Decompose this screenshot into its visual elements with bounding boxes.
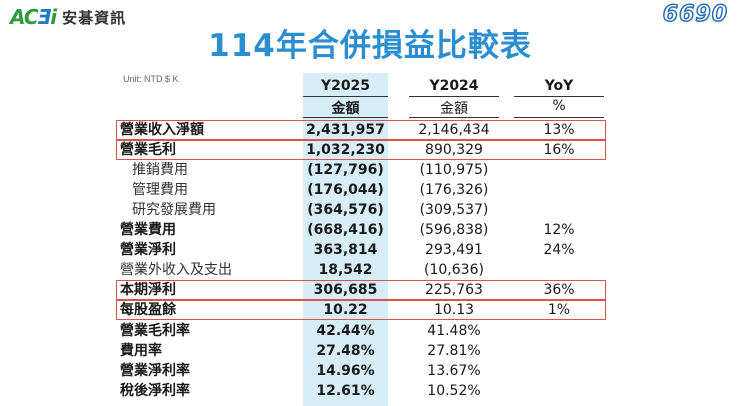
row-value-2025: 2,431,957: [306, 122, 385, 138]
row-value-2025: 1,032,230: [306, 142, 385, 158]
company-name: 安碁資訊: [62, 8, 127, 27]
row-value-2025: (668,416): [307, 222, 384, 238]
row-label: 推銷費用: [132, 162, 188, 178]
header-divider-yoy: [514, 96, 604, 97]
highlight-box-revenue: [116, 120, 606, 140]
unit-label: Unit: NTD $ K: [123, 74, 179, 84]
row-value-2024: 293,491: [425, 242, 483, 258]
row-value-2025: 27.48%: [316, 343, 375, 359]
row-label: 營業淨利: [120, 242, 176, 258]
table-row: 營業淨利率 14.96% 13.67%: [0, 361, 740, 381]
row-value-2024: 2,146,434: [418, 122, 490, 138]
row-value-2025: 306,685: [313, 282, 378, 298]
row-value-2024: (176,326): [419, 182, 489, 198]
page-title: 114年合併損益比較表: [208, 28, 532, 64]
row-value-2024: 41.48%: [427, 323, 481, 339]
row-label: 營業毛利率: [120, 323, 190, 339]
row-value-2024: (10,636): [424, 262, 484, 278]
table-row: 研究發展費用 (364,576) (309,537): [0, 200, 740, 220]
row-yoy: 24%: [543, 242, 575, 258]
subheader-percent: %: [552, 98, 566, 114]
table-row: 營業收入淨額 2,431,957 2,146,434 13%: [0, 120, 740, 140]
row-label: 營業費用: [120, 222, 176, 238]
row-value-2025: 10.22: [323, 302, 368, 318]
table-row: 營業外收入及支出 18,542 (10,636): [0, 260, 740, 280]
row-value-2025: 363,814: [313, 242, 378, 258]
highlight-box-gross-profit: [116, 140, 606, 160]
row-value-2025: 18,542: [318, 262, 373, 278]
subheader-amount-2025: 金額: [331, 101, 360, 117]
row-label: 管理費用: [132, 182, 188, 198]
subheader-divider-y2025: [303, 117, 388, 118]
table-row: 本期淨利 306,685 225,763 36%: [0, 280, 740, 300]
y2025-column-highlight: [303, 73, 388, 406]
stock-code: 6690: [662, 1, 728, 28]
row-value-2025: (176,044): [307, 182, 384, 198]
table-row: 稅後淨利率 12.61% 10.52%: [0, 381, 740, 401]
row-value-2024: 10.52%: [427, 383, 481, 399]
row-label: 每股盈餘: [120, 302, 176, 318]
row-label: 營業收入淨額: [120, 122, 204, 138]
row-yoy: 12%: [543, 222, 575, 238]
row-value-2024: 890,329: [425, 142, 483, 158]
table-row: 營業毛利 1,032,230 890,329 16%: [0, 140, 740, 160]
logo-mark: ACƎi: [10, 5, 57, 29]
row-label: 研究發展費用: [132, 202, 216, 218]
subheader-divider-y2024: [409, 117, 499, 118]
subheader-amount-2024: 金額: [440, 101, 468, 117]
row-label: 稅後淨利率: [120, 383, 190, 399]
row-value-2025: 42.44%: [316, 323, 375, 339]
row-label: 營業外收入及支出: [120, 262, 232, 278]
row-value-2024: 225,763: [425, 282, 483, 298]
subheader-divider-yoy: [514, 117, 604, 118]
row-label: 本期淨利: [120, 282, 176, 298]
row-yoy: 1%: [547, 302, 571, 318]
highlight-box-net-income: [116, 280, 606, 300]
header-y2025: Y2025: [320, 78, 371, 94]
row-value-2025: 12.61%: [316, 383, 375, 399]
row-label: 營業毛利: [120, 142, 176, 158]
table-row: 營業毛利率 42.44% 41.48%: [0, 321, 740, 341]
row-value-2025: 14.96%: [316, 363, 375, 379]
row-yoy: 13%: [543, 122, 575, 138]
header-divider-y2025: [303, 96, 388, 97]
company-logo: ACƎi 安碁資訊: [10, 4, 126, 30]
row-yoy: 36%: [543, 282, 575, 298]
row-value-2024: (110,975): [419, 162, 489, 178]
highlight-box-eps: [116, 300, 606, 320]
header-divider-y2024: [409, 96, 499, 97]
header-y2024: Y2024: [429, 78, 479, 94]
table-row: 費用率 27.48% 27.81%: [0, 341, 740, 361]
row-value-2024: (596,838): [419, 222, 489, 238]
row-value-2024: 27.81%: [427, 343, 481, 359]
row-value-2025: (364,576): [307, 202, 384, 218]
row-value-2024: 13.67%: [427, 363, 481, 379]
table-row: 管理費用 (176,044) (176,326): [0, 180, 740, 200]
row-label: 營業淨利率: [120, 363, 190, 379]
row-label: 費用率: [120, 343, 162, 359]
table-row: 營業費用 (668,416) (596,838) 12%: [0, 220, 740, 240]
table-row: 推銷費用 (127,796) (110,975): [0, 160, 740, 180]
table-row: 營業淨利 363,814 293,491 24%: [0, 240, 740, 260]
row-value-2024: (309,537): [419, 202, 489, 218]
row-value-2025: (127,796): [307, 162, 384, 178]
row-value-2024: 10.13: [433, 302, 475, 318]
table-row: 每股盈餘 10.22 10.13 1%: [0, 300, 740, 320]
row-yoy: 16%: [543, 142, 575, 158]
header-yoy: YoY: [544, 78, 574, 94]
